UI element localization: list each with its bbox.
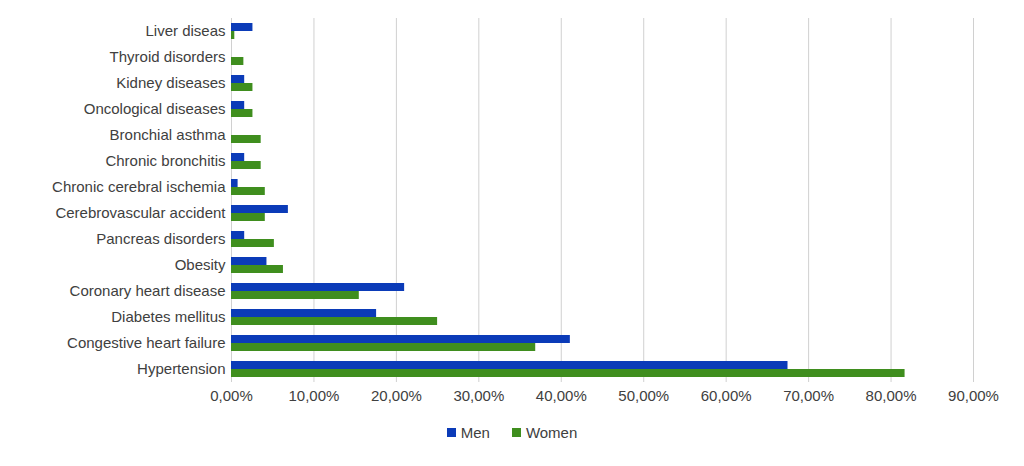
- svg-text:Chronic cerebral ischemia: Chronic cerebral ischemia: [52, 178, 226, 195]
- svg-text:Congestive heart failure: Congestive heart failure: [67, 334, 225, 351]
- svg-text:Chronic bronchitis: Chronic bronchitis: [105, 152, 225, 169]
- svg-text:80,00%: 80,00%: [866, 387, 917, 404]
- svg-text:20,00%: 20,00%: [371, 387, 422, 404]
- svg-text:Bronchial asthma: Bronchial asthma: [110, 126, 227, 143]
- svg-text:90,00%: 90,00%: [948, 387, 999, 404]
- svg-text:50,00%: 50,00%: [618, 387, 669, 404]
- svg-text:Obesity: Obesity: [175, 256, 226, 273]
- svg-text:Diabetes mellitus: Diabetes mellitus: [111, 308, 225, 325]
- svg-text:40,00%: 40,00%: [536, 387, 587, 404]
- svg-text:30,00%: 30,00%: [453, 387, 504, 404]
- svg-text:Thyroid disorders: Thyroid disorders: [110, 48, 226, 65]
- svg-text:Cerebrovascular accident: Cerebrovascular accident: [55, 204, 226, 221]
- svg-text:0,00%: 0,00%: [210, 387, 253, 404]
- svg-text:70,00%: 70,00%: [783, 387, 834, 404]
- svg-text:Kidney diseases: Kidney diseases: [116, 74, 225, 91]
- svg-text:Coronary heart disease: Coronary heart disease: [70, 282, 226, 299]
- html-text:Men: Men: [460, 424, 490, 441]
- html-text:Women: Women: [525, 424, 578, 441]
- svg-text:Oncological diseases: Oncological diseases: [84, 100, 226, 117]
- svg-text:10,00%: 10,00%: [289, 387, 340, 404]
- svg-text:Pancreas disorders: Pancreas disorders: [96, 230, 225, 247]
- svg-text:Liver diseas: Liver diseas: [145, 22, 225, 39]
- svg-text:60,00%: 60,00%: [701, 387, 752, 404]
- svg-text:Hypertension: Hypertension: [137, 360, 225, 377]
